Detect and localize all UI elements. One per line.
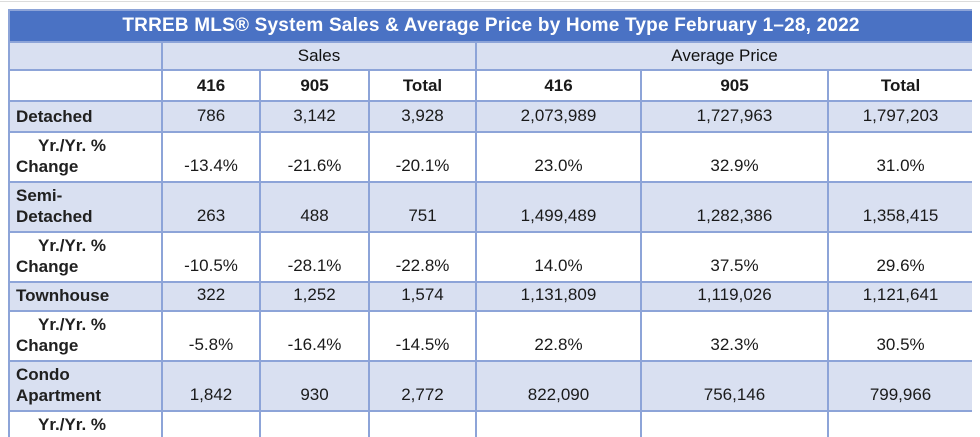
row-label: Yr./Yr. % Change [8,410,163,437]
title-row: TRREB MLS® System Sales & Average Price … [8,9,972,43]
cell-value: 1,119,026 [640,281,829,312]
cell-value: 34.2% [640,410,829,437]
col-header-avgprice-905: 905 [640,69,829,102]
row-label: Condo Apartment [8,360,163,412]
cell-value: 30.5% [826,310,972,362]
row-label: Semi- Detached [8,181,163,233]
subheader-row: 416 905 Total 416 905 Total [8,69,972,102]
cell-value: 799,966 [826,360,972,412]
col-header-sales-905: 905 [259,69,370,102]
row-label: Yr./Yr. % Change [8,310,163,362]
cell-value: 1,574 [368,281,477,312]
cell-value: 1,797,203 [826,100,972,133]
cell-value: -10.5% [161,231,261,283]
cell-value: 756,146 [640,360,829,412]
row-label: Yr./Yr. % Change [8,131,163,183]
cell-value: -21.6% [259,131,370,183]
cell-value: -28.1% [259,231,370,283]
row-townhouse-yoy-change: Yr./Yr. % Change -5.8% -16.4% -14.5% 22.… [8,310,972,362]
col-header-avgprice-total: Total [826,69,972,102]
row-label: Yr./Yr. % Change [8,231,163,283]
cell-value: 488 [259,181,370,233]
cell-value: 786 [161,100,261,133]
cell-value: 1,121,641 [826,281,972,312]
cell-value: 822,090 [475,360,642,412]
cell-value: 29.6% [826,231,972,283]
cell-value: 21.5% [475,410,642,437]
cell-value: -14.5% [368,310,477,362]
row-label: Townhouse [8,281,163,312]
cell-value: 23.0% [475,131,642,183]
corner-cell [8,41,163,71]
row-label: Detached [8,100,163,133]
row-detached: Detached 786 3,142 3,928 2,073,989 1,727… [8,100,972,133]
sales-average-price-table: TRREB MLS® System Sales & Average Price … [8,9,972,437]
cell-value: 1,358,415 [826,181,972,233]
cell-value: 1,282,386 [640,181,829,233]
corner-cell-2 [8,69,163,102]
cell-value: 322 [161,281,261,312]
cell-value: -13.4% [161,131,261,183]
cell-value: 24.6% [826,410,972,437]
group-header-average-price: Average Price [474,41,972,71]
cell-value: 2,073,989 [475,100,642,133]
cell-value: -20.1% [368,131,477,183]
group-header-row: Sales Average Price [8,41,972,71]
group-header-sales: Sales [161,41,477,71]
row-condo-apartment-yoy-change: Yr./Yr. % Change -14.7% -1.9% -10.8% 21.… [8,410,972,437]
row-semi-detached-yoy-change: Yr./Yr. % Change -10.5% -28.1% -22.8% 14… [8,231,972,283]
table-title: TRREB MLS® System Sales & Average Price … [8,9,972,43]
row-detached-yoy-change: Yr./Yr. % Change -13.4% -21.6% -20.1% 23… [8,131,972,183]
cell-value: 31.0% [826,131,972,183]
sales-table-container: TRREB MLS® System Sales & Average Price … [8,9,972,437]
cell-value: 14.0% [475,231,642,283]
cell-value: 3,928 [368,100,477,133]
cell-value: -16.4% [259,310,370,362]
col-header-avgprice-416: 416 [475,69,642,102]
cell-value: -22.8% [368,231,477,283]
row-townhouse: Townhouse 322 1,252 1,574 1,131,809 1,11… [8,281,972,312]
row-semi-detached: Semi- Detached 263 488 751 1,499,489 1,2… [8,181,972,233]
cell-value: 32.9% [640,131,829,183]
col-header-sales-416: 416 [161,69,261,102]
col-header-sales-total: Total [368,69,477,102]
cell-value: 3,142 [259,100,370,133]
page-top-divider [0,1,980,2]
cell-value: 22.8% [475,310,642,362]
cell-value: -1.9% [259,410,370,437]
cell-value: 32.3% [640,310,829,362]
cell-value: -5.8% [161,310,261,362]
cell-value: 751 [368,181,477,233]
cell-value: 1,131,809 [475,281,642,312]
cell-value: 1,842 [161,360,261,412]
cell-value: 1,252 [259,281,370,312]
cell-value: 263 [161,181,261,233]
cell-value: -10.8% [368,410,477,437]
cell-value: 1,499,489 [475,181,642,233]
row-condo-apartment: Condo Apartment 1,842 930 2,772 822,090 … [8,360,972,412]
cell-value: 930 [259,360,370,412]
cell-value: 37.5% [640,231,829,283]
cell-value: -14.7% [161,410,261,437]
cell-value: 1,727,963 [640,100,829,133]
cell-value: 2,772 [368,360,477,412]
